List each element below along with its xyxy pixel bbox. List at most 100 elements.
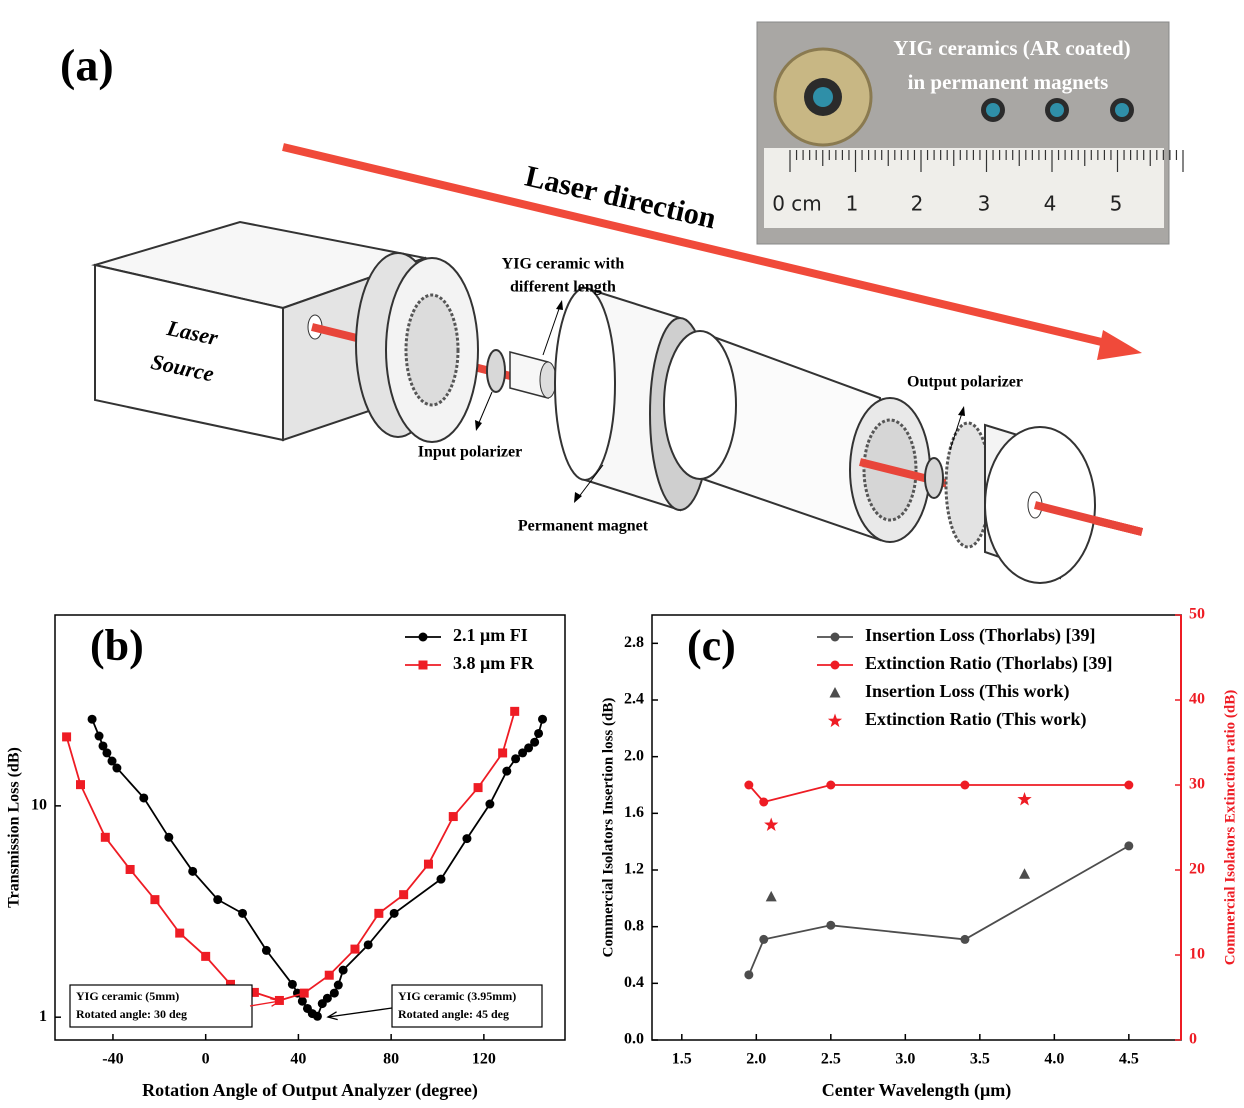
marker [139, 793, 149, 803]
marker [299, 988, 309, 998]
input-polarizer [486, 349, 506, 393]
x-tick-label: 2.5 [821, 1051, 841, 1068]
annotation-arrow-head [270, 998, 282, 1007]
y-tick-label: 2.8 [624, 634, 644, 651]
y-axis-label: Transmission Loss (dB) [6, 747, 23, 908]
marker [473, 783, 483, 793]
y-tick-label: 0.8 [624, 917, 644, 934]
marker [164, 832, 174, 842]
x-tick-label: 2.0 [746, 1051, 766, 1068]
marker [1124, 841, 1134, 851]
yig-sample [1115, 103, 1129, 117]
marker [188, 866, 198, 876]
ring-thread [404, 293, 460, 407]
ruler-label: 1 [846, 192, 859, 216]
ruler-label: 3 [978, 192, 991, 216]
x-tick-label: -40 [102, 1051, 123, 1068]
marker [418, 660, 428, 670]
y-tick-label: 2.4 [624, 691, 644, 708]
marker [322, 993, 332, 1003]
marker [960, 934, 970, 944]
annotation-arrow [327, 1007, 393, 1018]
marker [826, 780, 836, 790]
marker [350, 944, 360, 954]
legend-label: Extinction Ratio (This work) [865, 709, 1087, 730]
annotation-box [69, 984, 253, 1028]
marker [261, 945, 271, 955]
x-tick-label: 3.5 [970, 1051, 990, 1068]
y-tick-label: 1.6 [624, 804, 644, 821]
output-polarizer-label: Output polarizer [907, 374, 1023, 391]
marker [324, 970, 334, 980]
marker [338, 965, 348, 975]
leader [477, 391, 493, 426]
marker [538, 714, 548, 724]
yig-sample [1050, 103, 1064, 117]
inset-caption: YIG ceramics (AR coated) [893, 36, 1130, 60]
legend-label: 3.8 μm FR [453, 653, 535, 673]
magnet-end [554, 287, 616, 481]
leader [542, 305, 561, 356]
x-tick-label: 4.0 [1044, 1051, 1064, 1068]
marker [1019, 868, 1031, 879]
arrow-head [1097, 330, 1142, 360]
x-tick-label: 80 [383, 1051, 399, 1068]
marker [287, 979, 297, 989]
marker [744, 970, 754, 980]
panel-label: (a) [60, 40, 114, 91]
y-tick-label: 0.4 [624, 974, 644, 991]
x-axis-label: Center Wavelength (μm) [822, 1080, 1012, 1101]
marker [389, 908, 399, 918]
y-tick-label: 0.0 [624, 1031, 644, 1048]
marker [112, 763, 122, 773]
marker [530, 737, 540, 747]
marker [510, 706, 520, 716]
marker [100, 832, 110, 842]
legend-label: 2.1 μm FI [453, 625, 528, 645]
marker [329, 988, 339, 998]
yig-label: different length [510, 279, 616, 296]
yig-end [539, 361, 557, 399]
ruler-label: 2 [911, 192, 924, 216]
marker [76, 780, 85, 790]
marker [94, 731, 104, 741]
leader-head [574, 492, 582, 503]
marker [399, 890, 409, 900]
marker [213, 895, 223, 905]
marker [534, 728, 544, 738]
marker [225, 979, 235, 989]
panel-label: (c) [687, 621, 736, 670]
y-axis-label: Commercial Isolators Insertion loss (dB) [600, 698, 616, 958]
marker [759, 797, 769, 807]
annotation-text: YIG ceramic (3.95mm) [398, 989, 516, 1003]
marker [448, 812, 458, 822]
annotation-text: Rotated angle: 45 deg [398, 1007, 509, 1021]
yig-sample [986, 103, 1000, 117]
marker [150, 895, 160, 905]
leader [949, 412, 963, 451]
marker [363, 940, 373, 950]
marker [511, 754, 521, 764]
ruler-label: 5 [1110, 192, 1123, 216]
marker [829, 687, 841, 698]
x-tick-label: 0 [202, 1051, 210, 1068]
legend-label: Insertion Loss (Thorlabs) [39] [865, 625, 1096, 646]
marker [826, 920, 836, 930]
output-polarizer [924, 457, 944, 499]
ruler-ticks: 0 cm 1 2 3 4 5 [772, 150, 1184, 216]
marker [98, 741, 108, 751]
marker [374, 908, 384, 918]
marker [249, 987, 259, 997]
chart: 1.5 2.0 2.5 3.0 3.5 4.0 4.5 0.0 0.4 0.8 1.2 1.6 2.0 2… [600, 606, 1238, 1101]
charts: -40 0 40 80 120 1 10 Rotation Angle of Output A… [6, 606, 1239, 1101]
x-tick-label: 1.5 [672, 1051, 692, 1068]
y-tick-label: 2.0 [624, 747, 644, 764]
marker [524, 743, 534, 753]
marker [830, 660, 840, 670]
marker [238, 908, 248, 918]
marker [827, 713, 843, 728]
annotation-text: Rotated angle: 30 deg [76, 1007, 187, 1021]
marker [498, 748, 508, 758]
panel-label: (b) [90, 621, 144, 670]
magnet-label: Permanent magnet [518, 518, 649, 535]
